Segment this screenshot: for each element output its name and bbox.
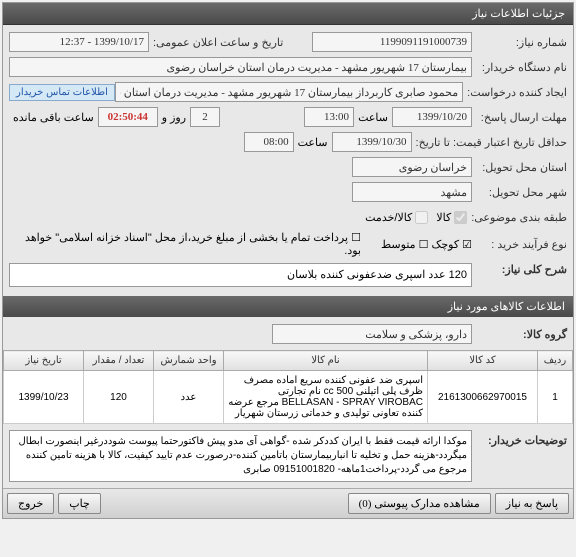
cell-name: اسپری ضد عفونی کننده سریع اماده مصرف ظرف… <box>224 371 428 424</box>
buyer-input <box>9 57 472 77</box>
announce-label: تاریخ و ساعت اعلان عمومی: <box>149 36 283 49</box>
desc-box: 120 عدد اسپری ضدعفونی کننده بلاسان <box>9 263 472 287</box>
cell-date: 1399/10/23 <box>4 371 84 424</box>
cell-idx: 1 <box>538 371 573 424</box>
category-checks: کالا کالا/خدمت <box>365 211 467 224</box>
th-idx: ردیف <box>538 351 573 371</box>
table-row[interactable]: 1 2161300662970015 اسپری ضد عفونی کننده … <box>4 371 573 424</box>
exit-button[interactable]: خروج <box>7 493 54 514</box>
cell-code: 2161300662970015 <box>428 371 538 424</box>
category-label: طبقه بندی موضوعی: <box>467 211 567 224</box>
deadline-time-label: ساعت <box>354 111 392 124</box>
th-date: تاریخ نیاز <box>4 351 84 371</box>
attachments-button[interactable]: مشاهده مدارک پیوستی (0) <box>348 493 491 514</box>
form-area: شماره نیاز: تاریخ و ساعت اعلان عمومی: نا… <box>3 25 573 296</box>
delivery-province <box>352 157 472 177</box>
footer-bar: پاسخ به نیاز مشاهده مدارک پیوستی (0) چاپ… <box>3 488 573 518</box>
creator-input <box>115 82 463 102</box>
contact-link[interactable]: اطلاعات تماس خریدار <box>9 84 115 101</box>
remaining-time <box>98 107 158 127</box>
panel-title: جزئیات اطلاعات نیاز <box>3 3 573 25</box>
delivery-province-label: استان محل تحویل: <box>472 161 567 174</box>
remaining-days <box>190 107 220 127</box>
th-qty: تعداد / مقدار <box>84 351 154 371</box>
main-panel: جزئیات اطلاعات نیاز شماره نیاز: تاریخ و … <box>2 2 574 519</box>
th-unit: واحد شمارش <box>154 351 224 371</box>
announce-input <box>9 32 149 52</box>
desc-label: شرح کلی نیاز: <box>472 263 567 276</box>
table-header-row: ردیف کد کالا نام کالا واحد شمارش تعداد /… <box>4 351 573 371</box>
min-validity-label: حداقل تاریخ اعتبار قیمت: تا تاریخ: <box>412 136 567 149</box>
min-validity-time <box>244 132 294 152</box>
goods-checkbox <box>454 211 467 224</box>
items-table: ردیف کد کالا نام کالا واحد شمارش تعداد /… <box>3 350 573 424</box>
group-input <box>272 324 472 344</box>
deadline-time <box>304 107 354 127</box>
print-button[interactable]: چاپ <box>58 493 101 514</box>
deadline-label: مهلت ارسال پاسخ: <box>472 111 567 124</box>
notes-row: توضیحات خریدار: موکدا ارائه قیمت فقط با … <box>3 424 573 488</box>
items-section-title: اطلاعات کالاهای مورد نیاز <box>3 296 573 317</box>
service-check: کالا/خدمت <box>365 211 428 224</box>
goods-check: کالا <box>436 211 467 224</box>
process-small: ☑ کوچک ☐ متوسط <box>381 238 472 251</box>
process-label: نوع فرآیند خرید : <box>472 238 567 251</box>
reply-button[interactable]: پاسخ به نیاز <box>495 493 569 514</box>
process-note: ☐ پرداخت تمام یا بخشی از مبلغ خرید،از مح… <box>9 231 381 257</box>
buyer-notes-label: توضیحات خریدار: <box>472 430 567 482</box>
cell-qty: 120 <box>84 371 154 424</box>
min-validity-date <box>332 132 412 152</box>
creator-label: ایجاد کننده درخواست: <box>463 86 567 99</box>
cell-unit: عدد <box>154 371 224 424</box>
need-no-label: شماره نیاز: <box>472 36 567 49</box>
need-no-input <box>312 32 472 52</box>
buyer-notes-box: موکدا ارائه قیمت فقط با ایران کددکر شده … <box>9 430 472 482</box>
delivery-city-label: شهر محل تحویل: <box>472 186 567 199</box>
delivery-city <box>352 182 472 202</box>
remaining-suffix: ساعت باقی مانده <box>9 111 98 124</box>
service-checkbox <box>415 211 428 224</box>
group-label: گروه کالا: <box>472 328 567 341</box>
buyer-label: نام دستگاه خریدار: <box>472 61 567 74</box>
min-validity-time-label: ساعت <box>294 136 332 149</box>
th-code: کد کالا <box>428 351 538 371</box>
remaining-days-label: روز و <box>158 111 190 124</box>
th-name: نام کالا <box>224 351 428 371</box>
deadline-date <box>392 107 472 127</box>
